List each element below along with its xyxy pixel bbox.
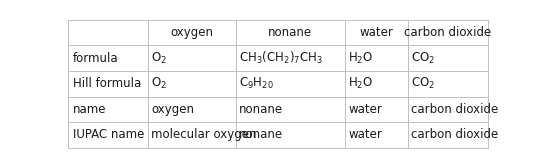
Text: nonane: nonane (239, 103, 283, 116)
Text: oxygen: oxygen (170, 26, 213, 39)
Text: IUPAC name: IUPAC name (73, 128, 144, 141)
Text: Hill formula: Hill formula (73, 77, 141, 90)
Text: carbon dioxide: carbon dioxide (411, 103, 499, 116)
Text: formula: formula (73, 52, 118, 65)
Text: $\mathrm{H_2O}$: $\mathrm{H_2O}$ (349, 51, 373, 66)
Text: carbon dioxide: carbon dioxide (404, 26, 492, 39)
Text: oxygen: oxygen (151, 103, 194, 116)
Text: $\mathrm{H_2O}$: $\mathrm{H_2O}$ (349, 76, 373, 91)
Text: carbon dioxide: carbon dioxide (411, 128, 499, 141)
Text: water: water (349, 103, 382, 116)
Text: water: water (349, 128, 382, 141)
Text: $\mathrm{CO_2}$: $\mathrm{CO_2}$ (411, 51, 435, 66)
Text: water: water (359, 26, 393, 39)
Text: name: name (73, 103, 106, 116)
Text: $\mathrm{O_2}$: $\mathrm{O_2}$ (151, 51, 167, 66)
Text: $\mathrm{CO_2}$: $\mathrm{CO_2}$ (411, 76, 435, 91)
Text: nonane: nonane (268, 26, 312, 39)
Text: $\mathrm{C_9H_{20}}$: $\mathrm{C_9H_{20}}$ (239, 76, 274, 91)
Text: $\mathrm{CH_3(CH_2)_7CH_3}$: $\mathrm{CH_3(CH_2)_7CH_3}$ (239, 50, 323, 66)
Text: nonane: nonane (239, 128, 283, 141)
Text: molecular oxygen: molecular oxygen (151, 128, 256, 141)
Text: $\mathrm{O_2}$: $\mathrm{O_2}$ (151, 76, 167, 91)
